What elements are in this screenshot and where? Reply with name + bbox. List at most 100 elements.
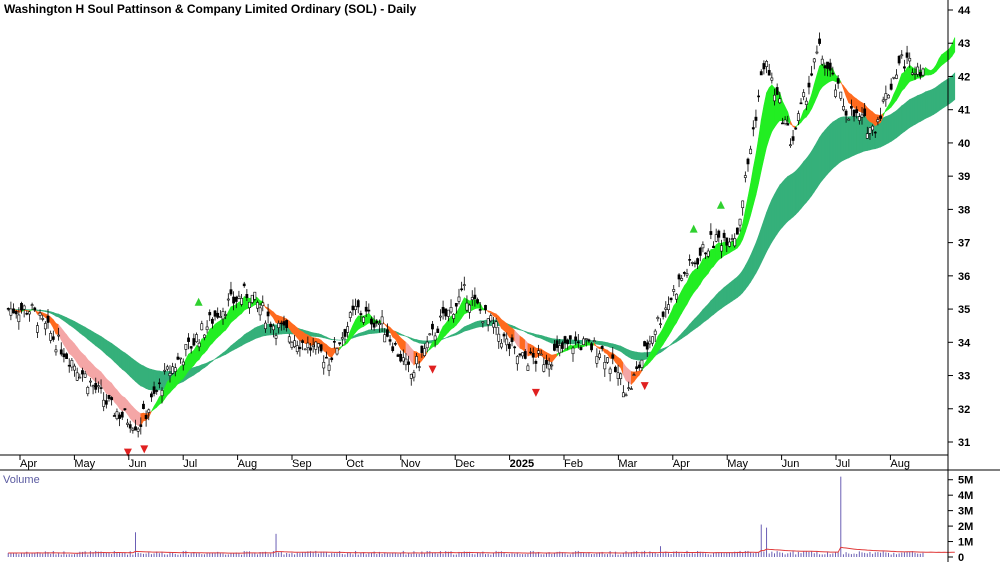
long-ribbon-segment xyxy=(403,334,407,337)
candle-body xyxy=(706,250,710,257)
candle-body xyxy=(237,295,241,299)
long-ribbon-segment xyxy=(201,363,205,370)
candle-body xyxy=(205,326,209,331)
short-ribbon-segment xyxy=(843,84,847,97)
candle-body xyxy=(476,299,479,304)
candle-body xyxy=(89,380,92,383)
long-ribbon-segment xyxy=(214,356,219,360)
long-ribbon-segment xyxy=(450,333,454,337)
candle-body xyxy=(157,382,161,385)
candle-body xyxy=(301,340,304,343)
long-ribbon-segment xyxy=(84,326,89,340)
price-tick-label: 34 xyxy=(958,337,971,349)
candle-body xyxy=(820,58,824,65)
long-ribbon-segment xyxy=(684,326,688,338)
candle-body xyxy=(701,244,705,249)
candle-body xyxy=(253,291,257,300)
candle-body xyxy=(96,385,100,388)
candle-body xyxy=(317,343,320,348)
candle-body xyxy=(799,102,803,105)
candle-body xyxy=(895,74,898,79)
candle-body xyxy=(38,312,42,316)
short-ribbon-segment xyxy=(816,65,820,98)
time-axis: Apr May Jun Jul Aug Sep Oct Nov Dec 2025 Feb Mar Apr… xyxy=(19,455,910,470)
candle-body xyxy=(494,321,498,328)
long-ribbon-segment xyxy=(119,348,123,370)
long-ribbon-segment xyxy=(896,107,900,139)
candle-body xyxy=(775,87,779,95)
volume-tick-label: 3M xyxy=(958,506,973,518)
candle-body xyxy=(728,241,731,247)
long-ribbon-segment xyxy=(514,326,518,330)
candle-body xyxy=(216,312,220,318)
long-ribbon-segment xyxy=(760,220,765,263)
long-ribbon-segment xyxy=(127,354,131,378)
short-ribbon-segment xyxy=(79,350,83,370)
candle-body xyxy=(245,294,249,298)
long-ribbon-segment xyxy=(750,249,754,283)
candle-body xyxy=(717,230,721,238)
candle-body xyxy=(104,400,108,405)
candle-body xyxy=(690,262,694,264)
candle-body xyxy=(295,345,299,352)
long-ribbon-segment xyxy=(707,299,712,320)
candle-body xyxy=(269,323,273,327)
long-ribbon-segment xyxy=(527,331,531,335)
short-ribbon-segment xyxy=(201,337,205,356)
short-ribbon-segment xyxy=(437,331,441,346)
candle-body xyxy=(754,116,758,121)
candle-body xyxy=(802,92,806,98)
price-tick-label: 33 xyxy=(958,371,970,383)
candle-body xyxy=(110,397,114,401)
candle-body xyxy=(653,330,657,335)
long-ribbon-segment xyxy=(755,235,759,274)
candle-body xyxy=(783,119,787,124)
candle-body xyxy=(746,158,750,165)
long-ribbon-segment xyxy=(787,174,791,222)
candle-body xyxy=(102,399,106,407)
short-ribbon-segment xyxy=(935,58,940,73)
candle-body xyxy=(892,76,896,79)
candle-body xyxy=(810,73,814,76)
candle-body xyxy=(714,234,718,242)
long-ribbon-segment xyxy=(935,84,940,114)
long-ribbon-segment xyxy=(758,227,762,269)
candle-body xyxy=(33,307,37,311)
candle-body xyxy=(423,348,426,356)
long-ribbon-segment xyxy=(628,349,632,360)
long-ribbon-segment xyxy=(241,334,245,347)
candle-body xyxy=(685,273,689,276)
long-ribbon-segment xyxy=(148,368,152,391)
long-ribbon-segment xyxy=(816,137,820,189)
long-ribbon-segment xyxy=(819,132,823,185)
candle-body xyxy=(484,305,487,311)
long-ribbon-segment xyxy=(673,338,677,344)
candle-body xyxy=(449,307,453,313)
candle-body xyxy=(473,294,477,299)
time-tick-label: Jul xyxy=(836,458,850,470)
short-ribbon-segment xyxy=(554,353,558,360)
long-ribbon-segment xyxy=(209,360,213,364)
long-ribbon-segment xyxy=(835,118,839,167)
long-ribbon-segment xyxy=(808,150,812,200)
long-ribbon-segment xyxy=(625,348,629,358)
long-ribbon-segment xyxy=(705,303,709,322)
candle-body xyxy=(348,312,352,318)
candle-body xyxy=(425,341,429,349)
candle-body xyxy=(20,302,23,311)
candle-body xyxy=(576,341,580,344)
candle-body xyxy=(171,366,175,374)
candle-body xyxy=(356,300,360,308)
long-ribbon-segment xyxy=(906,98,911,131)
short-ribbon-segment xyxy=(933,63,937,75)
short-ribbon-segment xyxy=(74,343,78,364)
long-ribbon-segment xyxy=(233,341,237,351)
long-ribbon-segment xyxy=(824,126,828,178)
candle-body xyxy=(889,83,893,90)
short-ribbon-segment xyxy=(514,329,518,347)
long-ribbon-segment xyxy=(721,286,725,309)
candle-body xyxy=(388,339,392,342)
long-ribbon-segment xyxy=(418,339,423,344)
candle-body xyxy=(115,411,119,420)
long-ribbon-segment xyxy=(259,324,264,338)
